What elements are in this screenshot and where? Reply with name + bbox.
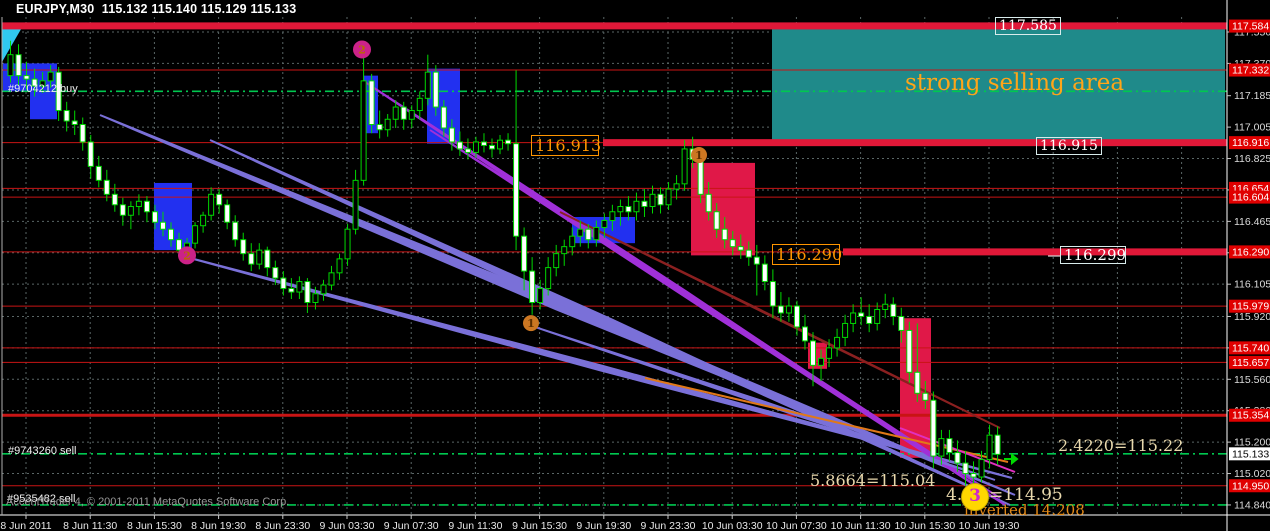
buy-zone-2[interactable] — [30, 91, 57, 120]
candles — [7, 40, 1001, 490]
trendline[interactable] — [209, 139, 1011, 506]
wave-marker-2-icon[interactable]: 2 — [178, 246, 196, 265]
time-tick-label: 9 Jun 03:30 — [320, 520, 375, 531]
time-tick-label: 9 Jun 07:30 — [384, 520, 439, 531]
wave-marker-1-icon[interactable]: 1 — [523, 315, 539, 332]
svg-text:116.290: 116.290 — [1232, 246, 1269, 258]
price-level-label: 116.916 — [1229, 136, 1270, 150]
time-tick-label: 10 Jun 03:30 — [702, 520, 763, 531]
fib-annotation-2: 5.8664=115.04 — [810, 471, 936, 490]
trendline[interactable] — [189, 257, 1013, 479]
price-level-label: 115.354 — [1229, 408, 1270, 422]
time-tick-label: 8 Jun 11:30 — [63, 520, 117, 531]
fib-annotation-3-right: =114.95 — [989, 485, 1063, 505]
price-level-label: 117.584 — [1229, 19, 1270, 33]
svg-text:115.657: 115.657 — [1232, 357, 1269, 369]
time-tick-label: 8 Jun 19:30 — [191, 520, 246, 531]
strong-selling-area[interactable] — [772, 28, 1225, 143]
trendline[interactable] — [429, 129, 1001, 499]
price-label-116299[interactable]: 116.299 — [1060, 246, 1126, 264]
svg-text:115.740: 115.740 — [1232, 342, 1269, 354]
price-level-label: 114.950 — [1229, 479, 1270, 493]
price-tick-label: 116.825 — [1234, 153, 1270, 165]
fib-annotation-1: 2.4220=115.22 — [1058, 436, 1184, 455]
svg-text:1: 1 — [527, 317, 535, 330]
plot-area[interactable]: 2 2 1 1 — [0, 17, 1227, 515]
price-label-117585[interactable]: 117.585 — [995, 17, 1061, 35]
price-level-label: 115.740 — [1229, 341, 1270, 355]
svg-text:115.133: 115.133 — [1232, 448, 1269, 460]
order-label-buy: #9704212 buy — [8, 83, 78, 95]
svg-text:115.979: 115.979 — [1232, 301, 1269, 313]
wave-marker-3-icon[interactable]: 3 — [961, 483, 989, 511]
current-price-label: 115.133 — [1229, 447, 1270, 461]
price-label-116915[interactable]: 116.915 — [1036, 137, 1102, 155]
svg-text:117.332: 117.332 — [1232, 65, 1269, 77]
time-tick-label: 10 Jun 07:30 — [766, 520, 827, 531]
time-tick-label: 8 Jun 15:30 — [127, 520, 182, 531]
time-tick-label: 9 Jun 23:30 — [641, 520, 696, 531]
svg-text:2: 2 — [358, 43, 366, 56]
svg-text:116.916: 116.916 — [1232, 137, 1269, 149]
svg-text:117.584: 117.584 — [1232, 21, 1269, 33]
inverted-annotation: inverted 14.208 — [964, 501, 1085, 519]
time-tick-label: 9 Jun 19:30 — [576, 520, 631, 531]
time-tick-label: 9 Jun 15:30 — [512, 520, 567, 531]
time-tick-label: 8 Jun 2011 — [0, 520, 51, 531]
platform-watermark: AccentTrader 4, © 2001-2011 MetaQuotes S… — [6, 496, 290, 508]
time-tick-label: 10 Jun 11:30 — [831, 520, 891, 531]
price-tick-label: 115.560 — [1234, 374, 1270, 386]
price-tick-label: 117.185 — [1234, 90, 1270, 102]
price-tick-label: 114.840 — [1234, 499, 1270, 511]
order-label-sell-2: #9535482 sell — [7, 493, 76, 505]
trendline[interactable] — [99, 114, 1016, 496]
price-level-label: 116.290 — [1229, 245, 1270, 259]
corner-triangle — [2, 24, 24, 62]
strong-selling-area-text: strong selling area — [905, 70, 1125, 96]
time-tick-label: 10 Jun 15:30 — [894, 520, 955, 531]
price-axis[interactable]: 117.550117.370117.185117.005116.825116.6… — [1227, 19, 1270, 512]
price-tick-label: 117.005 — [1234, 122, 1270, 134]
price-level-label: 115.979 — [1229, 299, 1270, 313]
trendline[interactable] — [531, 325, 996, 481]
time-axis[interactable]: 8 Jun 2011 8 Jun 11:30 8 Jun 15:30 8 Jun 19… — [0, 515, 1020, 531]
red-band-line[interactable] — [603, 139, 1227, 147]
time-tick-label: 9 Jun 11:30 — [448, 520, 502, 531]
price-tick-label: 115.920 — [1234, 311, 1270, 323]
trendline[interactable] — [559, 211, 1001, 429]
price-tick-label: 115.200 — [1234, 437, 1270, 449]
svg-text:1: 1 — [695, 149, 703, 162]
price-level-label: 116.604 — [1229, 190, 1270, 204]
red-band-line[interactable] — [843, 248, 1227, 256]
price-level-label: 115.657 — [1229, 355, 1270, 369]
price-tick-label: 116.465 — [1234, 216, 1270, 228]
time-tick-label: 10 Jun 19:30 — [959, 520, 1020, 531]
svg-text:116.604: 116.604 — [1232, 192, 1269, 204]
chart-symbol-header: EURJPY,M30 115.132 115.140 115.129 115.1… — [16, 2, 297, 16]
red-band-line[interactable] — [2, 22, 1227, 30]
current-price-arrow-icon — [1004, 452, 1019, 466]
price-tick-label: 115.020 — [1234, 468, 1270, 480]
wave-marker-2-icon[interactable]: 2 — [353, 40, 371, 59]
svg-text:2: 2 — [183, 249, 191, 262]
price-label-116913[interactable]: 116.913 — [531, 135, 601, 156]
price-level-label: 117.332 — [1229, 63, 1270, 77]
trendline[interactable] — [644, 377, 1009, 463]
wave-marker-1-icon[interactable]: 1 — [691, 147, 707, 164]
price-tick-label: 116.105 — [1234, 279, 1270, 291]
time-tick-label: 8 Jun 23:30 — [255, 520, 310, 531]
order-label-sell-1: #9743260 sell — [8, 445, 77, 457]
price-label-116290[interactable]: 116.290 — [772, 244, 842, 265]
svg-text:115.354: 115.354 — [1232, 410, 1269, 422]
svg-text:114.950: 114.950 — [1232, 480, 1269, 492]
